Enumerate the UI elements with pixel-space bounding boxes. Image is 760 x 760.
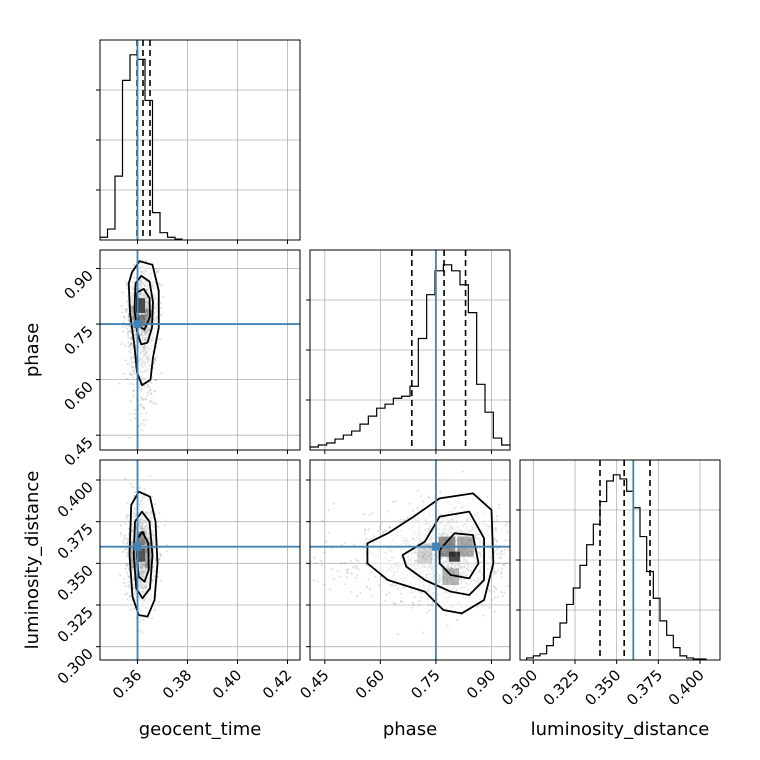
x-axis-label-phase: phase	[383, 719, 437, 740]
contour-0	[128, 490, 159, 618]
panel-frame	[99, 459, 301, 661]
histogram-step-luminosity-distance	[526, 474, 707, 660]
panel-frame	[99, 39, 301, 241]
truth-marker	[431, 542, 440, 551]
x-tick-label-luminosity-distance: 0.400	[665, 666, 708, 709]
panel-frame	[99, 249, 301, 451]
histogram-step-geocent-time	[100, 54, 183, 240]
x-tick-label-geocent-time: 0.38	[159, 666, 195, 702]
truth-marker	[133, 542, 142, 551]
x-tick-label-luminosity-distance: 0.375	[623, 666, 666, 709]
x-tick-label-luminosity-distance: 0.300	[498, 666, 541, 709]
histogram-step-phase	[310, 264, 510, 450]
truth-marker	[133, 320, 142, 329]
histogram-panel-geocent-time	[96, 39, 301, 244]
histogram-panel-phase	[306, 249, 511, 454]
contour-1	[401, 510, 485, 596]
x-tick-label-phase: 0.60	[352, 666, 388, 702]
y-tick-label-phase: 0.75	[60, 322, 96, 358]
contour-1	[132, 510, 154, 600]
scatter-panel-geocent-time-vs-luminosity-distance	[96, 459, 301, 664]
y-tick-label-luminosity-distance: 0.300	[54, 645, 97, 688]
scatter-panel-geocent-time-vs-phase	[96, 249, 301, 454]
y-tick-label-luminosity-distance: 0.325	[54, 603, 97, 646]
scatter-panel-phase-vs-luminosity-distance	[306, 459, 511, 664]
y-tick-label-luminosity-distance: 0.375	[54, 520, 97, 563]
panel-frame	[519, 459, 721, 661]
y-axis-label-phase: phase	[22, 323, 43, 377]
x-tick-label-geocent-time: 0.36	[109, 666, 145, 702]
panel-frame	[309, 249, 511, 451]
y-axis-label-luminosity-distance: luminosity_distance	[22, 471, 43, 650]
x-tick-label-geocent-time: 0.40	[209, 666, 245, 702]
histogram-panel-luminosity-distance	[516, 459, 721, 664]
x-tick-label-phase: 0.45	[296, 666, 332, 702]
y-tick-label-phase: 0.45	[60, 433, 96, 469]
contour-0	[366, 492, 495, 615]
contour-0	[127, 260, 160, 387]
y-tick-label-luminosity-distance: 0.400	[54, 478, 97, 521]
panel-frame	[309, 459, 511, 661]
y-tick-label-luminosity-distance: 0.350	[54, 561, 97, 604]
x-tick-label-phase: 0.90	[463, 666, 499, 702]
x-tick-label-geocent-time: 0.42	[259, 666, 295, 702]
y-tick-label-phase: 0.60	[60, 378, 96, 414]
x-tick-label-luminosity-distance: 0.325	[540, 666, 583, 709]
x-axis-label-luminosity-distance: luminosity_distance	[531, 719, 710, 740]
contour-2	[438, 532, 480, 580]
x-tick-label-phase: 0.75	[407, 666, 443, 702]
x-tick-label-luminosity-distance: 0.350	[581, 666, 624, 709]
x-axis-label-geocent-time: geocent_time	[139, 719, 262, 740]
y-tick-label-phase: 0.90	[60, 267, 96, 303]
